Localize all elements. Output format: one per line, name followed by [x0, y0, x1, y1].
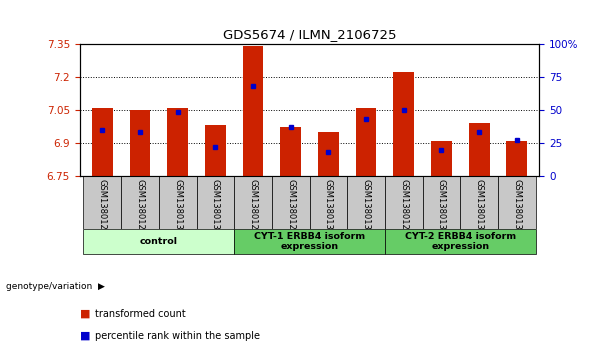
Text: GSM1380132: GSM1380132: [211, 179, 220, 235]
Text: percentile rank within the sample: percentile rank within the sample: [95, 331, 260, 341]
Bar: [234, 229, 385, 254]
Bar: [498, 176, 536, 229]
Text: GSM1380130: GSM1380130: [437, 179, 446, 235]
Bar: [385, 176, 422, 229]
Text: CYT-1 ERBB4 isoform
expression: CYT-1 ERBB4 isoform expression: [254, 232, 365, 251]
Bar: [121, 176, 159, 229]
Bar: [460, 176, 498, 229]
Text: transformed count: transformed count: [95, 309, 186, 319]
Text: GSM1380125: GSM1380125: [98, 179, 107, 235]
Bar: [272, 176, 310, 229]
Text: ■: ■: [80, 331, 90, 341]
Text: control: control: [140, 237, 178, 246]
Text: GSM1380126: GSM1380126: [135, 179, 145, 235]
Text: genotype/variation  ▶: genotype/variation ▶: [6, 282, 105, 291]
Bar: [431, 141, 452, 176]
Bar: [318, 132, 339, 176]
Bar: [310, 176, 347, 229]
Text: GSM1380131: GSM1380131: [173, 179, 182, 235]
Bar: [83, 229, 234, 254]
Bar: [243, 46, 264, 176]
Bar: [394, 72, 414, 176]
Text: GSM1380134: GSM1380134: [362, 179, 371, 235]
Bar: [205, 125, 226, 176]
Text: GSM1380136: GSM1380136: [512, 179, 521, 235]
Bar: [469, 123, 490, 176]
Text: GSM1380128: GSM1380128: [286, 179, 295, 235]
Bar: [356, 107, 376, 176]
Bar: [234, 176, 272, 229]
Bar: [347, 176, 385, 229]
Text: GSM1380133: GSM1380133: [324, 179, 333, 235]
Bar: [167, 107, 188, 176]
Bar: [506, 141, 527, 176]
Bar: [92, 107, 113, 176]
Text: GSM1380135: GSM1380135: [474, 179, 484, 235]
Title: GDS5674 / ILMN_2106725: GDS5674 / ILMN_2106725: [223, 28, 397, 41]
Bar: [385, 229, 536, 254]
Text: ■: ■: [80, 309, 90, 319]
Text: GSM1380127: GSM1380127: [248, 179, 257, 235]
Bar: [159, 176, 197, 229]
Bar: [129, 110, 150, 176]
Text: GSM1380129: GSM1380129: [399, 179, 408, 235]
Text: CYT-2 ERBB4 isoform
expression: CYT-2 ERBB4 isoform expression: [405, 232, 516, 251]
Bar: [197, 176, 234, 229]
Bar: [422, 176, 460, 229]
Bar: [280, 127, 301, 176]
Bar: [83, 176, 121, 229]
